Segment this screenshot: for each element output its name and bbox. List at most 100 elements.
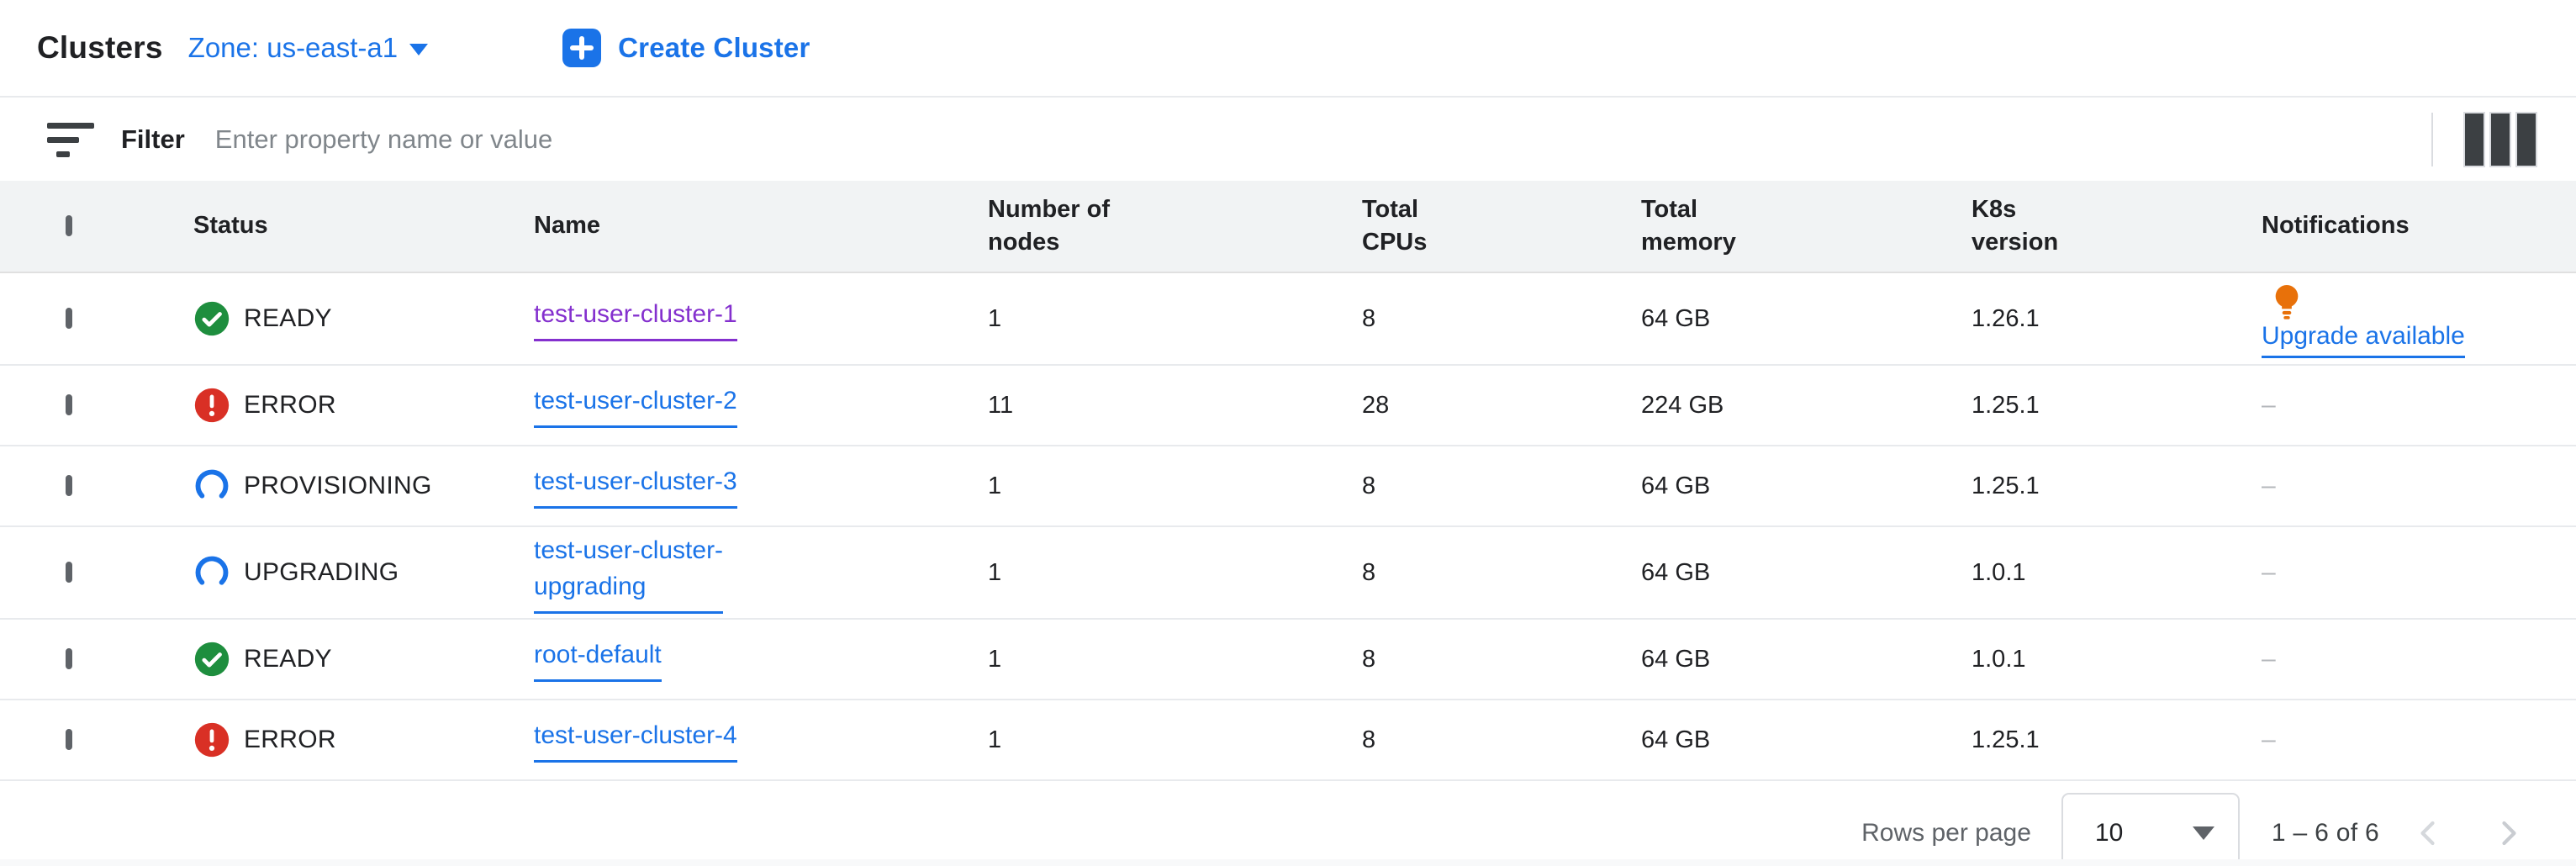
plus-icon (562, 29, 602, 67)
cpus-value: 8 (1362, 304, 1376, 332)
check-circle-icon (194, 301, 230, 336)
lightbulb-icon (2275, 284, 2299, 319)
k8s-version-value: 1.26.1 (1972, 304, 2040, 332)
column-header-cpus: Total CPUs (1362, 195, 1428, 256)
zone-selector-label: Zone: us-east-a1 (187, 32, 399, 63)
memory-value: 64 GB (1641, 304, 1711, 332)
next-page-button[interactable] (2478, 804, 2537, 863)
status-label: UPGRADING (244, 558, 399, 586)
cpus-value: 8 (1362, 726, 1376, 753)
cluster-name-link[interactable]: root-default (534, 636, 662, 682)
page-title: Clusters (37, 30, 163, 65)
column-header-k8s-version: K8s version (1972, 195, 2059, 256)
nodes-value: 1 (988, 726, 1002, 753)
page-range-label: 1 – 6 of 6 (2271, 819, 2379, 847)
column-header-name: Name (534, 212, 600, 240)
table-row: ERROR test-user-cluster-4 1 8 64 GB 1.25… (0, 700, 2576, 781)
notification-empty: – (2262, 645, 2276, 673)
k8s-version-value: 1.25.1 (1972, 391, 2040, 419)
filter-icon (47, 121, 94, 158)
table-row: ERROR test-user-cluster-2 11 28 224 GB 1… (0, 366, 2576, 446)
notification-cell: Upgrade available (2262, 275, 2576, 363)
status-label: PROVISIONING (244, 472, 432, 499)
nodes-value: 11 (988, 391, 1014, 419)
cluster-name-link[interactable]: test-user-cluster-3 (534, 463, 737, 509)
previous-page-button[interactable] (2399, 804, 2458, 863)
check-circle-icon (194, 642, 230, 677)
cpus-value: 8 (1362, 645, 1376, 673)
row-checkbox[interactable] (66, 562, 72, 583)
column-header-nodes: Number of nodes (988, 195, 1110, 256)
zone-selector[interactable]: Zone: us-east-a1 (187, 32, 429, 64)
progress-arc-icon (195, 469, 229, 503)
table-header-row: Status Name Number of nodes Total CPUs T… (0, 181, 2576, 273)
cpus-value: 8 (1362, 558, 1376, 586)
cpus-value: 8 (1362, 472, 1376, 499)
cluster-name-link[interactable]: test-user-cluster-2 (534, 383, 737, 428)
memory-value: 64 GB (1641, 726, 1711, 753)
upgrade-available-link[interactable]: Upgrade available (2262, 322, 2465, 358)
memory-value: 64 GB (1641, 645, 1711, 673)
notification-empty: – (2262, 391, 2276, 419)
caret-down-icon (2192, 826, 2214, 840)
chevron-right-icon (2502, 821, 2516, 846)
column-header-notifications: Notifications (2262, 212, 2410, 240)
row-checkbox[interactable] (66, 729, 72, 750)
table-row: READY root-default 1 8 64 GB 1.0.1 – (0, 620, 2576, 700)
notification-empty: – (2262, 472, 2276, 499)
k8s-version-value: 1.0.1 (1972, 558, 2026, 586)
row-checkbox[interactable] (66, 394, 72, 415)
rows-per-page-label: Rows per page (1861, 819, 2031, 847)
memory-value: 64 GB (1641, 472, 1711, 499)
create-cluster-button[interactable]: Create Cluster (562, 29, 810, 67)
chevron-left-icon (2420, 821, 2435, 846)
cluster-name-link[interactable]: test-user-cluster- upgrading (534, 532, 724, 614)
cluster-name-link[interactable]: test-user-cluster-1 (534, 296, 737, 341)
status-cell: ERROR (193, 721, 534, 758)
rows-per-page-select[interactable]: 10 (2061, 793, 2240, 866)
k8s-version-value: 1.25.1 (1972, 726, 2040, 753)
create-cluster-label: Create Cluster (618, 32, 810, 63)
progress-arc-icon (195, 556, 229, 589)
cluster-name-link[interactable]: test-user-cluster-4 (534, 717, 737, 763)
filter-label: Filter (121, 124, 185, 154)
filter-bar: Filter (0, 98, 2576, 181)
title-bar: Clusters Zone: us-east-a1 Create Cluster (0, 0, 2576, 98)
status-cell: ERROR (193, 387, 534, 424)
table-row: PROVISIONING test-user-cluster-3 1 8 64 … (0, 446, 2576, 527)
status-label: READY (244, 304, 332, 332)
table-row: READY test-user-cluster-1 1 8 64 GB 1.26… (0, 273, 2576, 366)
status-label: ERROR (244, 391, 336, 419)
rows-per-page-value: 10 (2094, 819, 2124, 847)
notification-empty: – (2262, 726, 2276, 753)
chevron-down-icon (409, 44, 429, 55)
status-cell: READY (193, 300, 534, 337)
column-header-memory: Total memory (1641, 195, 1736, 256)
memory-value: 64 GB (1641, 558, 1711, 586)
bottom-strip (0, 859, 2576, 866)
table-row: UPGRADING test-user-cluster- upgrading 1… (0, 527, 2576, 620)
vertical-divider (2431, 112, 2433, 166)
cpus-value: 28 (1362, 391, 1390, 419)
nodes-value: 1 (988, 558, 1002, 586)
memory-value: 224 GB (1641, 391, 1724, 419)
row-checkbox[interactable] (66, 475, 72, 496)
status-label: ERROR (244, 726, 336, 753)
k8s-version-value: 1.25.1 (1972, 472, 2040, 499)
column-header-status: Status (193, 212, 268, 240)
row-checkbox[interactable] (66, 308, 72, 329)
nodes-value: 1 (988, 472, 1002, 499)
nodes-value: 1 (988, 304, 1002, 332)
error-circle-icon (194, 722, 230, 758)
status-cell: UPGRADING (193, 554, 534, 591)
status-label: READY (244, 645, 332, 673)
column-display-icon[interactable] (2462, 110, 2539, 169)
k8s-version-value: 1.0.1 (1972, 645, 2026, 673)
filter-input[interactable] (214, 124, 2403, 155)
nodes-value: 1 (988, 645, 1002, 673)
select-all-checkbox[interactable] (66, 215, 72, 236)
status-cell: PROVISIONING (193, 467, 534, 504)
status-cell: READY (193, 641, 534, 678)
notification-empty: – (2262, 558, 2276, 586)
row-checkbox[interactable] (66, 648, 72, 669)
